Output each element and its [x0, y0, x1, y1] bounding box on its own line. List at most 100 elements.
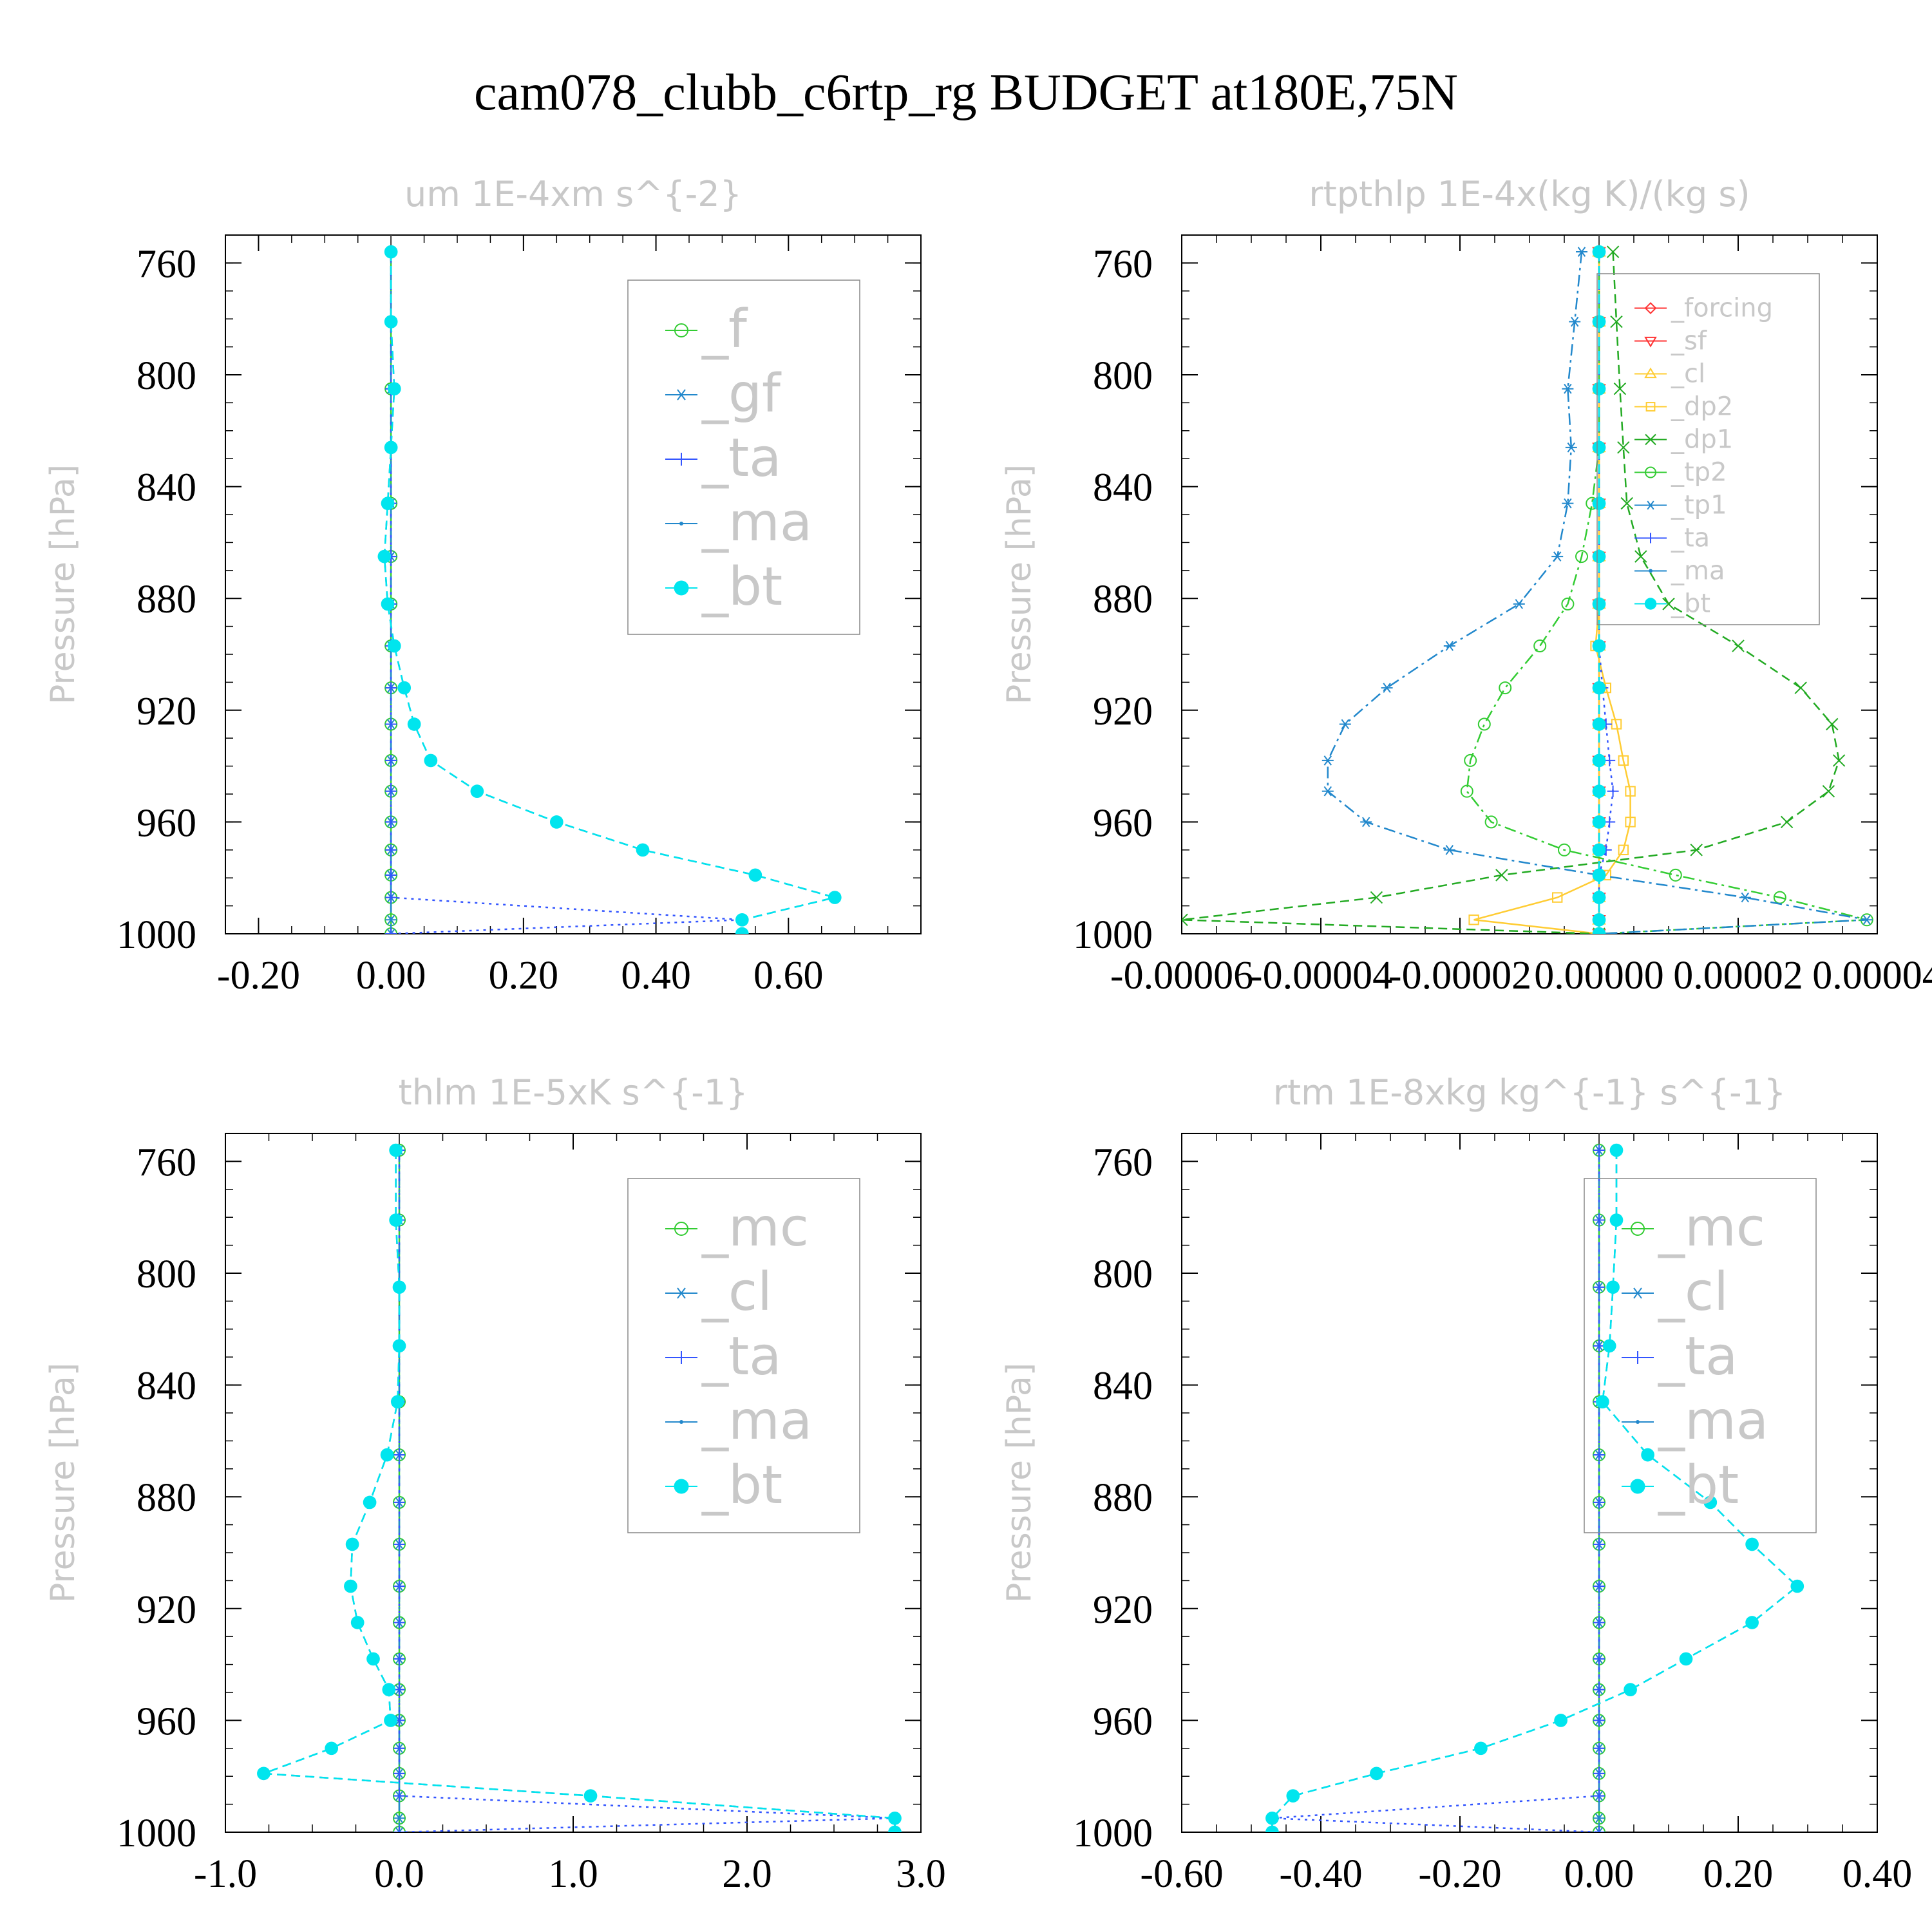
- data-point: [384, 315, 398, 328]
- chart-panel: thlm 1E-5xK s^{-1} Pressure [hPa] 760 800 84…: [44, 1072, 946, 1896]
- legend-marker: [675, 1351, 688, 1364]
- legend-label: _ma: [701, 1390, 812, 1452]
- data-point: [1561, 597, 1575, 611]
- panel-title: rtm 1E-8xkg kg^{-1} s^{-1}: [1273, 1072, 1786, 1113]
- data-point: [1592, 927, 1606, 934]
- y-tick-label: 840: [1093, 466, 1153, 510]
- legend-item: _sf: [1634, 326, 1707, 355]
- data-point: [1499, 681, 1512, 695]
- legend-item: _bt: [665, 1455, 782, 1516]
- data-point: [1592, 597, 1606, 611]
- data-point: [389, 1143, 402, 1157]
- y-axis-label: Pressure [hPa]: [44, 464, 82, 705]
- data-point: [384, 1714, 397, 1727]
- legend-item: _forcing: [1634, 293, 1773, 323]
- data-point: [1360, 817, 1372, 828]
- legend-item: _tp1: [1634, 490, 1727, 520]
- data-point: [748, 868, 762, 882]
- y-tick-label: 880: [137, 1476, 196, 1520]
- legend-label: _ma: [701, 492, 812, 553]
- data-point: [381, 597, 395, 611]
- legend-label: _bt: [1671, 589, 1710, 618]
- data-point: [1618, 755, 1629, 766]
- data-point: [1443, 844, 1455, 855]
- legend-marker: [1649, 569, 1653, 573]
- data-point: [1596, 1395, 1609, 1408]
- data-point: [344, 1579, 357, 1593]
- data-point: [1794, 681, 1807, 694]
- x-tick-label: 0.20: [1703, 1852, 1774, 1896]
- y-axis-label: Pressure [hPa]: [44, 1363, 82, 1603]
- data-point: [1593, 1826, 1605, 1832]
- data-point: [1265, 1825, 1279, 1832]
- x-tick-label: 0.60: [753, 954, 824, 998]
- data-point: [1551, 551, 1564, 562]
- data-point: [1634, 550, 1647, 563]
- series-line: [1327, 251, 1868, 934]
- data-point: [1552, 892, 1563, 903]
- y-tick-label: 1000: [117, 1812, 196, 1855]
- legend-marker: [1631, 1351, 1644, 1364]
- x-tick-label: 2.0: [722, 1852, 772, 1896]
- legend-marker: [1631, 1222, 1645, 1236]
- y-tick-label: 840: [137, 1365, 196, 1408]
- x-tick-label: 0.40: [1842, 1852, 1913, 1896]
- legend-marker: [674, 580, 689, 596]
- data-point: [384, 245, 398, 259]
- data-point: [1592, 440, 1606, 455]
- legend-item: _cl: [1634, 359, 1705, 388]
- x-tick-label: -0.20: [1418, 1852, 1501, 1896]
- data-point: [397, 681, 412, 695]
- data-point: [390, 1395, 404, 1408]
- data-point: [377, 549, 392, 564]
- legend-marker: [679, 1420, 683, 1424]
- data-point: [1593, 1214, 1605, 1226]
- data-point: [1592, 913, 1606, 927]
- legend: _mc_cl_ta_ma_bt: [1584, 1178, 1817, 1533]
- data-point: [1593, 1813, 1605, 1824]
- y-tick-label: 760: [1093, 1141, 1153, 1184]
- data-point: [1495, 869, 1508, 882]
- data-point: [1613, 382, 1627, 395]
- panel-title: thlm 1E-5xK s^{-1}: [399, 1072, 748, 1113]
- y-tick-label: 840: [1093, 1365, 1153, 1408]
- plot-frame: [225, 234, 922, 934]
- x-tick-label: 0.40: [621, 954, 691, 998]
- x-tick-label: -0.40: [1279, 1852, 1362, 1896]
- legend-item: _f: [665, 299, 748, 360]
- data-point: [393, 1653, 405, 1665]
- data-point: [1606, 1280, 1620, 1294]
- data-point: [1533, 639, 1547, 652]
- x-tick-label: 0.0: [374, 1852, 424, 1896]
- data-point: [393, 1538, 405, 1550]
- legend-marker: [675, 389, 688, 401]
- legend-box: [1596, 273, 1820, 625]
- data-point: [1593, 1714, 1605, 1727]
- data-point: [1592, 717, 1606, 731]
- legend-marker: [1644, 598, 1657, 610]
- data-point: [1669, 868, 1682, 882]
- data-point: [382, 1683, 396, 1697]
- legend-marker: [1644, 302, 1657, 314]
- data-point: [828, 891, 842, 904]
- legend-item: _ma: [665, 1390, 812, 1452]
- chart-panel: rtm 1E-8xkg kg^{-1} s^{-1} Pressure [hPa]…: [1000, 1072, 1912, 1896]
- legend-label: _bt: [701, 1455, 782, 1516]
- x-tick-label: 0.20: [489, 954, 559, 998]
- y-tick-label: 1000: [1073, 1812, 1153, 1855]
- y-tick-label: 800: [1093, 354, 1153, 398]
- legend-item: _bt: [1634, 589, 1710, 618]
- data-point: [387, 639, 401, 653]
- legend-item: _ma: [1634, 556, 1725, 585]
- legend-label: _cl: [1671, 359, 1705, 388]
- legend-box: [1584, 1178, 1817, 1533]
- y-tick-label: 840: [137, 466, 196, 510]
- data-point: [385, 844, 397, 856]
- legend-label: _ta: [1658, 1326, 1738, 1387]
- data-point: [350, 1616, 365, 1629]
- legend-marker: [1645, 433, 1656, 446]
- data-point: [1554, 1714, 1567, 1727]
- data-point: [1739, 892, 1751, 903]
- legend-item: _dp1: [1634, 424, 1733, 454]
